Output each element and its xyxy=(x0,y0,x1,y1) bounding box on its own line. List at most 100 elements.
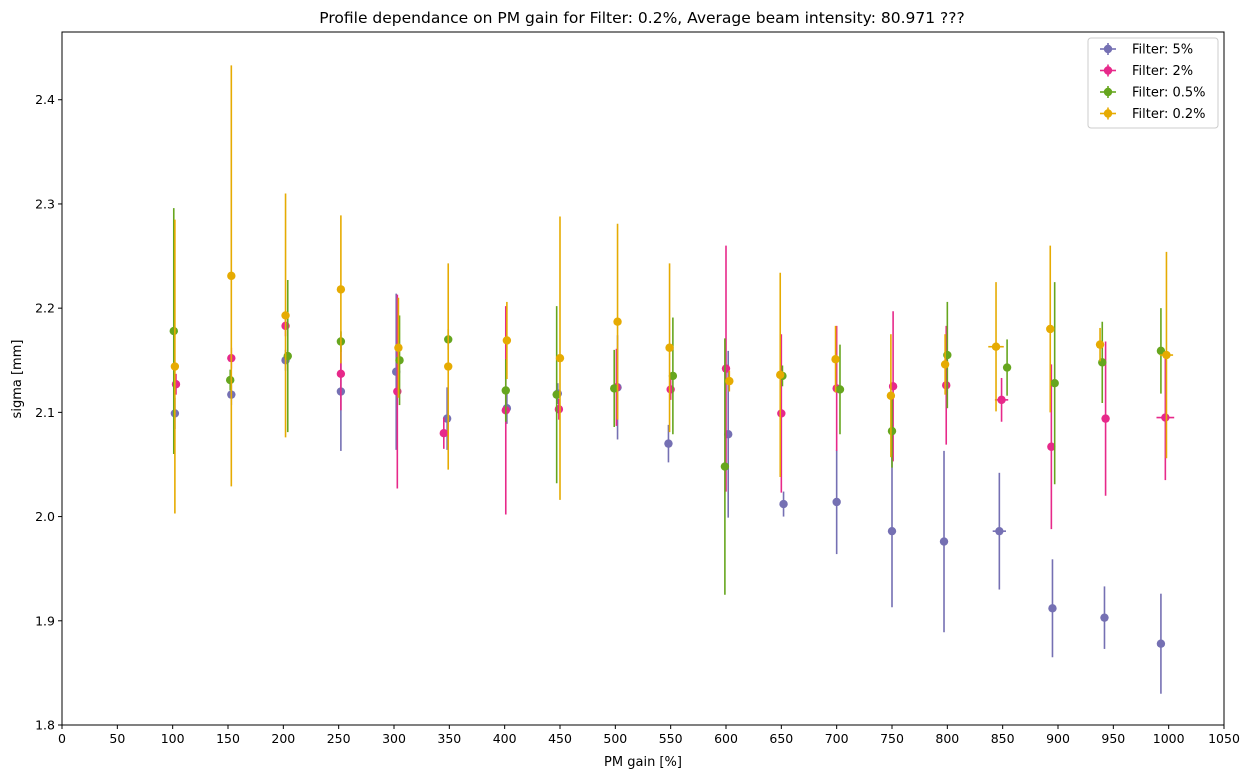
x-tick-label: 100 xyxy=(161,731,185,746)
x-tick-label: 900 xyxy=(1046,731,1070,746)
legend-box xyxy=(1087,37,1219,129)
data-point xyxy=(442,414,452,423)
data-point xyxy=(1002,363,1012,372)
data-point xyxy=(995,526,1004,536)
x-tick-label: 650 xyxy=(769,731,793,746)
legend-marker xyxy=(1103,66,1113,75)
x-axis-label: PM gain [%] xyxy=(604,755,682,770)
data-point xyxy=(501,386,510,395)
data-point xyxy=(1162,350,1171,360)
data-point xyxy=(664,439,673,448)
plot-frame xyxy=(61,31,1225,726)
data-point xyxy=(940,360,950,369)
data-point xyxy=(170,362,180,371)
data-point xyxy=(1100,613,1109,622)
x-tick-label: 350 xyxy=(437,731,461,746)
x-axis: 0 50 100 150 200 250 300 350 400 450 500 550 600 650 7… xyxy=(58,725,1240,746)
y-tick-label: 2.0 xyxy=(35,509,55,524)
x-tick-label: 450 xyxy=(548,731,572,746)
data-point xyxy=(169,326,178,336)
data-point xyxy=(886,391,896,400)
data-point xyxy=(395,356,404,365)
data-point xyxy=(887,426,897,436)
data-point xyxy=(227,271,236,281)
data-point xyxy=(835,385,845,394)
series-3 xyxy=(170,65,1174,514)
data-point xyxy=(776,370,785,380)
data-point xyxy=(336,285,346,294)
data-point xyxy=(777,409,786,418)
data-point xyxy=(281,311,290,320)
data-point xyxy=(725,376,734,386)
data-point xyxy=(226,375,235,385)
data-point xyxy=(439,429,448,438)
data-point xyxy=(997,395,1006,405)
data-point xyxy=(939,537,949,546)
x-tick-label: 700 xyxy=(825,731,849,746)
x-tick-label: 600 xyxy=(714,731,738,746)
chart-title: Profile dependance on PM gain for Filter… xyxy=(319,9,964,27)
x-tick-label: 1050 xyxy=(1208,731,1240,746)
data-point xyxy=(552,390,561,399)
y-tick-label: 2.3 xyxy=(35,196,55,211)
legend-label: Filter: 0.5% xyxy=(1132,86,1206,101)
y-tick-label: 1.8 xyxy=(35,718,55,733)
legend-marker xyxy=(1103,44,1113,54)
data-point xyxy=(394,343,403,352)
y-tick-label: 1.9 xyxy=(35,613,55,628)
x-tick-label: 200 xyxy=(271,731,295,746)
data-point xyxy=(1047,442,1056,451)
data-point xyxy=(1048,604,1057,613)
data-point xyxy=(613,317,622,326)
x-tick-label: 550 xyxy=(659,731,683,746)
data-point xyxy=(991,342,1001,351)
x-tick-label: 0 xyxy=(58,731,66,746)
data-layer xyxy=(169,65,1175,694)
data-point xyxy=(887,526,897,536)
data-point xyxy=(721,364,731,373)
x-tick-label: 750 xyxy=(880,731,904,746)
data-point xyxy=(1046,324,1055,334)
data-point xyxy=(502,336,512,345)
y-axis: 1.8 1.9 2.0 2.1 2.2 2.3 2.4 xyxy=(35,92,62,733)
legend-marker xyxy=(1103,87,1113,97)
x-tick-label: 500 xyxy=(603,731,627,746)
data-point xyxy=(779,499,788,509)
data-point xyxy=(831,355,840,364)
series-2 xyxy=(169,208,1166,595)
y-axis-label: sigma [mm] xyxy=(10,340,25,419)
x-tick-label: 400 xyxy=(493,731,517,746)
x-tick-label: 1000 xyxy=(1153,731,1185,746)
data-point xyxy=(1101,414,1110,423)
x-tick-label: 800 xyxy=(935,731,959,746)
data-point xyxy=(610,384,619,393)
data-point xyxy=(832,497,841,507)
x-tick-label: 250 xyxy=(327,731,351,746)
data-point xyxy=(665,343,674,352)
x-tick-label: 850 xyxy=(991,731,1015,746)
data-point xyxy=(720,462,730,471)
data-point xyxy=(1050,378,1059,388)
y-tick-label: 2.4 xyxy=(35,92,55,107)
legend-label: Filter: 2% xyxy=(1132,64,1193,79)
x-tick-label: 150 xyxy=(216,731,240,746)
y-tick-label: 2.1 xyxy=(35,405,55,420)
data-point xyxy=(555,353,565,363)
data-point xyxy=(1095,340,1105,349)
series-0 xyxy=(170,293,1166,694)
legend-label: Filter: 5% xyxy=(1132,43,1193,58)
x-tick-label: 300 xyxy=(382,731,406,746)
data-point xyxy=(1161,413,1170,422)
data-point xyxy=(942,381,951,390)
legend: Filter: 5% Filter: 2% Filter: 0.5% Filter: … xyxy=(1087,37,1219,129)
legend-marker xyxy=(1103,109,1113,118)
x-tick-label: 50 xyxy=(109,731,125,746)
data-point xyxy=(1156,639,1166,648)
data-point xyxy=(444,362,453,371)
legend-label: Filter: 0.2% xyxy=(1132,107,1206,122)
data-point xyxy=(336,369,346,379)
y-tick-label: 2.2 xyxy=(35,301,55,316)
x-tick-label: 950 xyxy=(1101,731,1125,746)
data-point xyxy=(668,371,678,381)
